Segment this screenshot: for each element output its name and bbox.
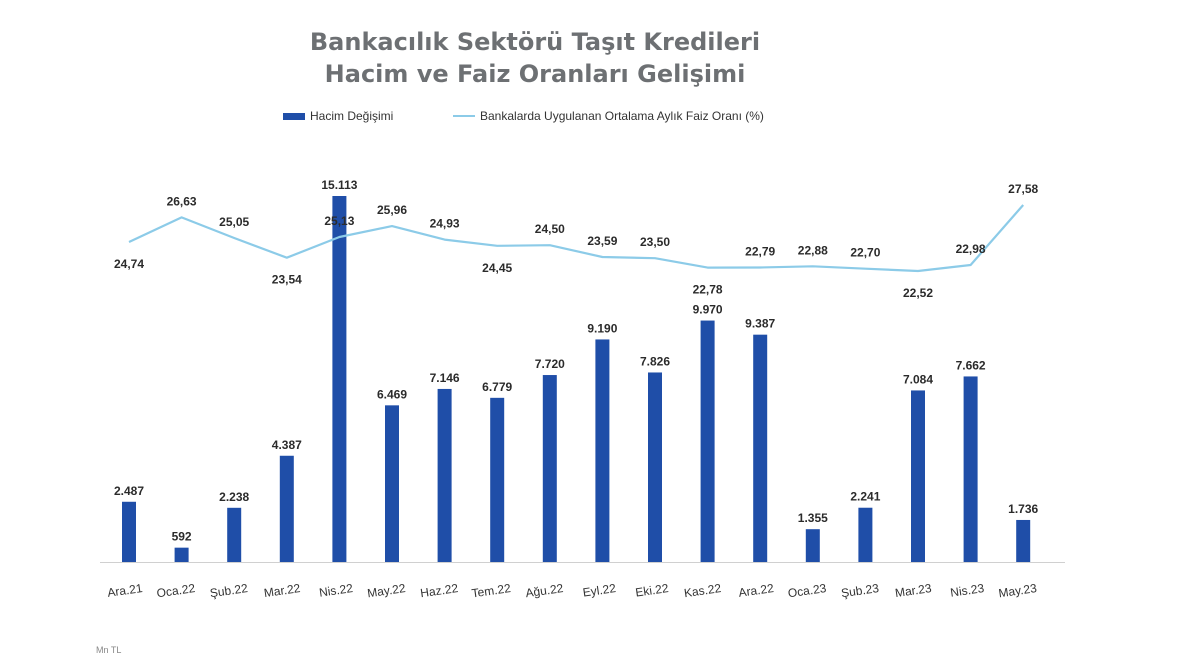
x-tick-16: Nis.23 [949,581,985,600]
bar-label-17: 1.736 [1008,502,1038,516]
bar-17 [1016,519,1031,562]
x-tick-8: Ağu.22 [525,581,565,600]
rate-label-11: 22,78 [693,283,723,297]
rate-label-1: 26,63 [167,194,197,208]
rate-line [128,204,1025,273]
bar-label-9: 9.190 [587,321,617,335]
bar-label-15: 7.084 [903,372,933,386]
bar-10 [648,372,662,562]
rate-label-5: 25,96 [377,203,407,217]
bar-15 [911,390,925,562]
x-tick-12: Ara.22 [738,581,775,600]
x-tick-1: Oca.22 [156,581,197,600]
bar-2 [227,507,242,562]
rate-label-12: 22,79 [745,244,775,258]
x-tick-14: Şub.23 [840,581,880,600]
bar-label-12: 9.387 [745,317,775,331]
bar-5 [385,405,399,562]
rate-label-14: 22,70 [850,246,880,260]
bar-4 [332,196,347,562]
bar-label-4: 15.113 [321,178,357,192]
bar-0 [122,501,136,562]
legend-swatch-bar-icon [283,112,305,120]
x-tick-7: Tem.22 [471,581,512,600]
legend-label-volume: Hacim Değişimi [310,109,394,123]
bar-label-14: 2.241 [850,490,880,504]
bar-label-8: 7.720 [535,357,565,371]
bar-6 [437,388,452,562]
rate-label-3: 23,54 [272,273,302,287]
bar-9 [595,339,610,562]
rate-label-7: 24,45 [482,261,512,275]
legend-item-rate: Bankalarda Uygulanan Ortalama Aylık Faiz… [453,107,764,125]
rate-label-0: 24,74 [114,257,144,271]
x-tick-2: Şub.22 [209,581,249,600]
bar-label-13: 1.355 [798,511,828,525]
legend-swatch-line-icon [453,115,475,117]
rate-label-16: 22,98 [956,242,986,256]
bar-16 [963,376,978,562]
bar-label-0: 2.487 [114,484,144,498]
x-tick-0: Ara.21 [106,581,143,600]
bar-12 [753,334,768,562]
bar-label-16: 7.662 [956,358,986,372]
bar-13 [805,529,820,562]
legend-item-volume: Hacim Değişimi [283,107,393,125]
x-tick-4: Nis.22 [318,581,354,600]
legend-label-rate: Bankalarda Uygulanan Ortalama Aylık Faiz… [480,109,764,123]
x-tick-6: Haz.22 [419,581,459,600]
x-tick-13: Oca.23 [787,581,828,600]
chart-title-line-2: Hacim ve Faiz Oranları Gelişimi [324,60,746,88]
chart-title-line-1: Bankacılık Sektörü Taşıt Kredileri [309,28,761,56]
rate-label-17: 27,58 [1008,182,1038,196]
x-tick-11: Kas.22 [683,581,722,600]
x-tick-10: Eki.22 [634,581,669,600]
rate-label-4: 25,13 [324,214,354,228]
rate-label-15: 22,52 [903,286,933,300]
bar-label-3: 4.387 [272,438,302,452]
bar-label-11: 9.970 [693,303,723,317]
x-tick-5: May.22 [366,581,406,600]
bar-3 [279,455,294,562]
x-tick-3: Mar.22 [263,581,302,600]
rate-label-2: 25,05 [219,215,249,229]
bar-label-6: 7.146 [430,371,460,385]
rate-label-8: 24,50 [535,222,565,236]
bar-label-2: 2.238 [219,490,249,504]
bar-label-5: 6.469 [377,387,407,401]
bar-14 [858,507,873,562]
rate-label-6: 24,93 [430,217,460,231]
bar-11 [700,320,715,562]
x-tick-15: Mar.23 [894,581,933,600]
x-tick-17: May.23 [998,581,1038,600]
bar-8 [542,375,557,562]
rate-label-13: 22,88 [798,243,828,257]
x-tick-9: Eyl.22 [582,581,617,600]
rate-label-10: 23,50 [640,235,670,249]
bar-label-7: 6.779 [482,380,512,394]
unit-note: Mn TL [96,645,122,655]
bar-label-10: 7.826 [640,354,670,368]
bar-1 [174,547,189,562]
bar-label-1: 592 [172,530,192,544]
chart-title: Bankacılık Sektörü Taşıt Kredileri Hacim… [230,26,840,90]
rate-label-9: 23,59 [587,234,617,248]
bar-7 [490,397,505,562]
